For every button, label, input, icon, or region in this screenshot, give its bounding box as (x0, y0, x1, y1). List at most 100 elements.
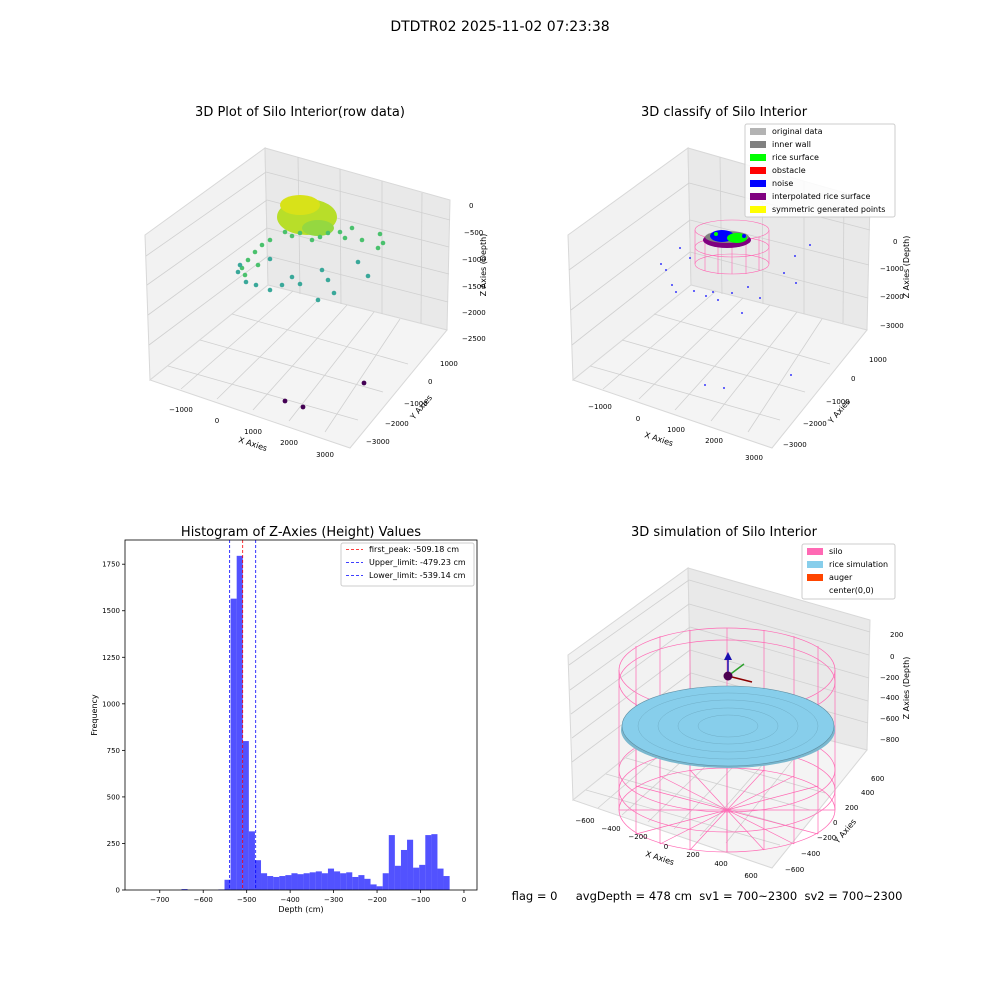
raw-xlabel: X Axies (237, 435, 268, 453)
panel-classify-title: 3D classify of Silo Interior (641, 105, 808, 120)
histogram-bar (382, 873, 389, 890)
figure-suptitle: DTDTR02 2025-11-02 07:23:38 (390, 19, 609, 35)
y-tick-label: 1000 (102, 700, 120, 708)
histogram-legend-label: first_peak: -509.18 cm (369, 545, 459, 554)
svg-text:−600: −600 (880, 715, 899, 723)
legend-swatch-symmetric (750, 206, 766, 213)
y-tick-label: 750 (107, 747, 120, 755)
histogram-bar (413, 867, 420, 890)
legend-label-obstacle: obstacle (772, 166, 806, 175)
panel-raw-3d: 3D Plot of Silo Interior(row data) (144, 105, 488, 459)
histogram-title: Histogram of Z-Axies (Height) Values (181, 525, 421, 540)
histogram-bar (425, 835, 432, 890)
legend-label-rice-simulation: rice simulation (829, 560, 888, 569)
legend-swatch-rice-simulation (807, 561, 823, 568)
svg-text:−400: −400 (601, 825, 620, 833)
histogram-bar (437, 868, 444, 890)
svg-text:600: 600 (871, 775, 884, 783)
panel-raw-title: 3D Plot of Silo Interior(row data) (195, 105, 405, 120)
legend-label-original: original data (772, 127, 823, 136)
histogram-bar (254, 860, 262, 890)
legend-swatch-interpolated (750, 193, 766, 200)
svg-text:−600: −600 (575, 817, 594, 825)
rice-simulation-surface (621, 685, 835, 768)
histogram-bar (321, 873, 328, 890)
histogram-bar (370, 884, 377, 890)
histogram-bar (248, 831, 255, 890)
svg-text:−400: −400 (880, 694, 899, 702)
svg-text:−200: −200 (880, 674, 899, 682)
svg-text:−3000: −3000 (783, 441, 807, 449)
y-tick-label: 1250 (102, 654, 120, 662)
svg-text:−1000: −1000 (462, 256, 486, 264)
histogram-bar (376, 886, 383, 890)
legend-swatch-inner-wall (750, 141, 766, 148)
legend-label-inner-wall: inner wall (772, 140, 811, 149)
histogram-bar (334, 871, 341, 890)
raw-axes-panes (144, 147, 451, 449)
simulation-legend: silo rice simulation auger center(0,0) (801, 543, 896, 600)
histogram-bar (388, 835, 395, 890)
histogram-bar (236, 555, 243, 890)
svg-text:3000: 3000 (745, 454, 763, 462)
y-tick-label: 1750 (102, 561, 120, 569)
histogram-bar (315, 871, 322, 890)
auger-arrows (723, 652, 753, 683)
svg-text:0: 0 (428, 378, 432, 386)
histogram-legend-box (340, 542, 475, 587)
histogram-frame (124, 539, 478, 891)
svg-text:−400: −400 (801, 850, 820, 858)
svg-text:0: 0 (851, 375, 855, 383)
svg-text:−200: −200 (817, 834, 836, 842)
histogram-bar (346, 872, 353, 890)
x-tick-label: −600 (194, 896, 213, 904)
y-tick-label: 250 (107, 840, 120, 848)
histogram-bar (358, 875, 365, 890)
histogram-bar (352, 876, 359, 890)
simulation-xlabel: X Axies (644, 849, 675, 867)
histogram-bar (230, 598, 237, 890)
classify-legend: original data inner wall rice surface ob… (744, 123, 896, 218)
x-tick-label: −100 (411, 896, 430, 904)
svg-text:−200: −200 (628, 833, 647, 841)
svg-text:1000: 1000 (440, 360, 458, 368)
svg-text:200: 200 (890, 631, 903, 639)
histogram-bar (340, 873, 347, 890)
histogram-xlabel: Depth (cm) (278, 905, 323, 914)
legend-label-interpolated: interpolated rice surface (772, 192, 870, 201)
histogram-bar (279, 876, 286, 890)
legend-label-auger: auger (829, 573, 853, 582)
legend-label-noise: noise (772, 179, 793, 188)
svg-text:−1000: −1000 (826, 398, 850, 406)
histogram-bar (181, 889, 188, 890)
svg-text:400: 400 (714, 860, 727, 868)
histogram-bar (407, 839, 414, 890)
panel-simulation-3d: 3D simulation of Silo Interior (567, 525, 911, 880)
svg-text:0: 0 (890, 653, 894, 661)
svg-text:3000: 3000 (316, 451, 334, 459)
x-tick-label: −500 (237, 896, 256, 904)
x-tick-label: 0 (462, 896, 466, 904)
svg-text:0: 0 (215, 417, 219, 425)
histogram-bar (291, 873, 298, 890)
histogram-bar (419, 864, 426, 890)
raw-point-cloud (235, 195, 386, 410)
histogram-bar (394, 865, 401, 890)
svg-text:−2000: −2000 (385, 420, 409, 428)
histogram-bar (273, 876, 280, 890)
x-tick-label: −700 (150, 896, 169, 904)
raw-axis-ticks: −1000 0 1000 2000 3000 1000 0 −1000 −200… (169, 202, 486, 459)
histogram-ylabel: Frequency (90, 694, 99, 736)
legend-swatch-obstacle (750, 167, 766, 174)
svg-text:−800: −800 (880, 736, 899, 744)
legend-label-rice-surface: rice surface (772, 153, 819, 162)
svg-text:2000: 2000 (705, 437, 723, 445)
svg-text:0: 0 (469, 202, 473, 210)
svg-text:−2000: −2000 (803, 420, 827, 428)
legend-label-silo: silo (829, 547, 843, 556)
histogram-bar (327, 868, 335, 890)
panel-simulation-title: 3D simulation of Silo Interior (631, 525, 818, 540)
histogram-legend-label: Lower_limit: -539.14 cm (369, 571, 466, 580)
x-tick-label: −400 (281, 896, 300, 904)
